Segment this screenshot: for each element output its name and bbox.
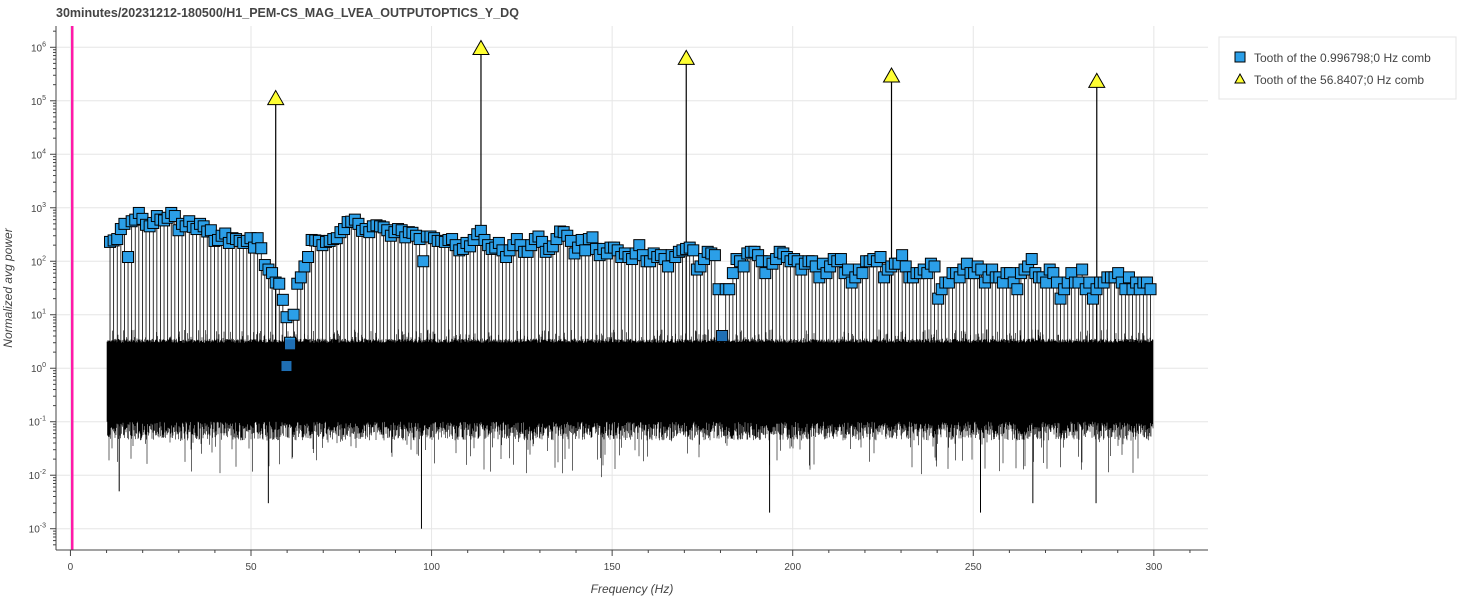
comb-1-marker [586,231,599,244]
x-tick-label: 300 [1145,562,1162,573]
x-tick-label: 50 [245,562,257,573]
x-tick-label: 100 [423,562,440,573]
y-tick-label: 105 [31,95,46,108]
comb-1-marker [122,251,135,264]
comb-1-marker [899,260,912,273]
comb-1-marker [1144,283,1157,296]
y-tick-label: 106 [31,41,46,54]
comb-markers [71,26,1157,550]
comb-1-marker [723,283,736,296]
comb-1-marker [1011,283,1024,296]
legend-label-comb-1: Tooth of the 0.996798;0 Hz comb [1254,51,1431,65]
y-tick-label: 102 [31,255,46,268]
comb-1-marker [111,233,124,246]
y-tick-label: 103 [31,202,46,215]
comb-1-marker [687,244,700,257]
comb-2-marker [472,39,490,55]
comb-1-marker [168,210,181,223]
y-tick-label: 10-1 [29,416,46,429]
comb-2-marker [1087,72,1106,88]
comb-1-low-marker [717,331,728,342]
y-tick-label: 10-2 [29,469,46,482]
legend: Tooth of the 0.996798;0 Hz comb Tooth of… [1218,36,1457,100]
spectrum-trace [106,329,1154,529]
comb-1-low-marker [285,339,296,350]
comb-1-marker [737,260,750,273]
legend-label-comb-2: Tooth of the 56.8407;0 Hz comb [1254,73,1424,87]
comb-1-marker [417,255,430,268]
comb-1-marker [302,251,315,264]
legend-triangle-marker [1234,72,1246,84]
comb-1-marker [251,232,264,245]
legend-box [1218,36,1457,100]
x-tick-label: 200 [784,562,801,573]
x-tick-label: 250 [965,562,982,573]
y-tick-label: 100 [31,362,46,375]
comb-1-marker [834,253,847,266]
comb-2-marker [677,49,696,65]
chart-title: 30minutes/20231212-180500/H1_PEM-CS_MAG_… [56,6,519,20]
comb-1-marker [896,249,909,262]
comb-1-low-marker [281,361,292,372]
comb-1-marker [287,308,300,321]
comb-2-marker [266,89,285,106]
comb-1-marker [1076,263,1089,276]
comb-1-marker [856,267,869,280]
y-tick-label: 10-3 [29,523,46,536]
comb-1-marker [276,293,289,306]
spectrum-noise-floor [106,329,1154,478]
comb-1-marker [928,260,941,273]
legend-square-marker [1234,51,1246,63]
comb-1-marker [633,239,646,252]
x-tick-label: 150 [604,562,621,573]
x-tick-label: 0 [68,562,74,573]
x-axis-label: Frequency (Hz) [591,582,674,596]
comb-1-marker [579,244,592,257]
comb-1-marker [759,267,772,280]
y-tick-label: 104 [31,148,46,161]
y-tick-label: 101 [31,309,46,322]
comb-1-marker [874,251,887,264]
comb-1-marker [708,249,721,262]
comb-1-marker [255,242,268,255]
comb-1-marker [273,277,286,290]
comb-1-marker [294,271,307,284]
comb-2-marker [882,67,901,83]
comb-stems [109,48,1151,369]
comb-1-marker [726,267,739,280]
comb-1-marker [1025,253,1038,266]
y-axis-label: Normalized avg power [1,227,15,347]
axes: 0 50 100 150 200 250 300 10-3 10-2 10-1 100 101 102 1… [29,26,1208,573]
